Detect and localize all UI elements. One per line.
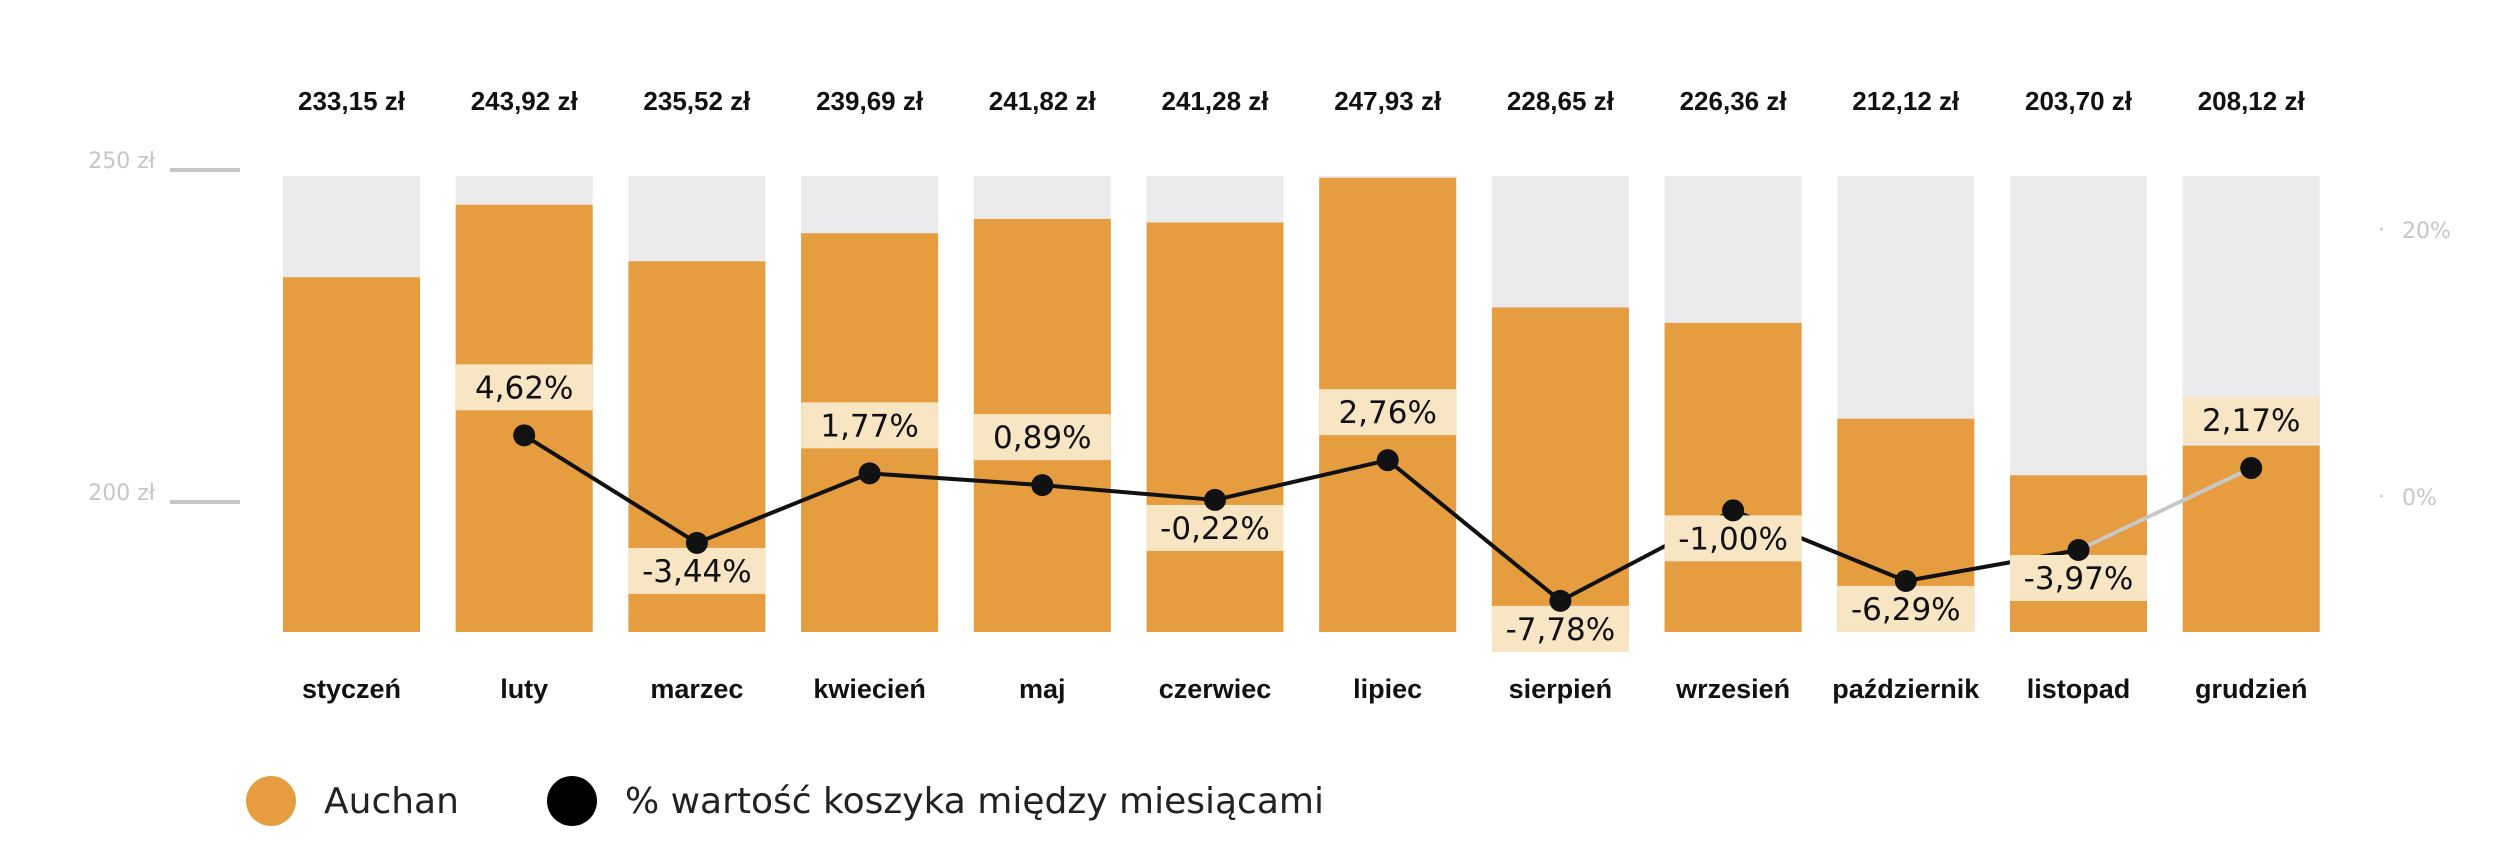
x-tick-label: kwiecień	[813, 674, 926, 704]
bar	[1664, 322, 1802, 632]
legend-item-percent-change: % wartość koszyka między miesiącami	[546, 776, 1324, 826]
line-segment	[522, 433, 699, 545]
legend-item-auchan: Auchan	[246, 776, 459, 826]
legend-swatch-auchan	[246, 776, 296, 826]
x-tick-label: luty	[500, 674, 548, 704]
line-point	[2067, 538, 2090, 561]
percent-label-band	[2010, 554, 2147, 601]
line-point	[1894, 569, 1917, 592]
x-tick-label: listopad	[2027, 674, 2131, 704]
left-axis-tick-label: 250 zł	[88, 149, 156, 174]
percent-label-band	[1837, 585, 1975, 632]
bar-value-label: 203,70 zł	[2025, 86, 2133, 116]
percent-label-band	[801, 402, 939, 449]
x-tick-label: październik	[1832, 674, 1980, 704]
percent-label-band	[2182, 397, 2320, 444]
right-axis-tick-label: 0%	[2402, 486, 2437, 511]
x-tick-label: sierpień	[1509, 674, 1613, 704]
x-tick-label: styczeń	[302, 674, 401, 704]
bar-value-label: 241,28 zł	[1162, 86, 1270, 116]
x-tick-label: marzec	[650, 674, 743, 704]
bar-value-label: 235,52 zł	[643, 86, 751, 116]
line-segment	[2076, 466, 2254, 552]
line-point	[1031, 474, 1054, 497]
line-point	[2240, 457, 2263, 480]
bar-value-label: 208,12 zł	[2198, 86, 2306, 116]
x-tick-label: maj	[1019, 674, 1066, 704]
bar-value-label: 233,15 zł	[298, 86, 406, 116]
line-segment	[1213, 458, 1390, 502]
percent-label: 4,62%	[475, 370, 573, 406]
bar	[1146, 222, 1284, 632]
line-segment	[867, 471, 1045, 488]
line-point	[1376, 449, 1399, 472]
percent-label: -6,29%	[1851, 592, 1961, 628]
percent-label-band	[628, 547, 766, 594]
bar-value-label: 243,92 zł	[471, 86, 579, 116]
percent-label: -3,44%	[642, 554, 752, 590]
percent-label: -3,97%	[2024, 561, 2134, 597]
bar	[455, 204, 593, 633]
bar	[1491, 307, 1629, 632]
bar-value-label: 241,82 zł	[989, 86, 1097, 116]
percent-label: 2,17%	[2202, 403, 2300, 439]
percent-label-band	[455, 364, 593, 411]
right-axis-tick-mark: ·	[2378, 485, 2385, 510]
bar-value-label: 226,36 zł	[1680, 86, 1788, 116]
line-segment	[694, 471, 872, 545]
percent-label: -0,22%	[1160, 511, 1270, 547]
percent-label: 0,89%	[993, 420, 1091, 456]
percent-label-band	[1319, 389, 1457, 436]
legend-label-auchan: Auchan	[324, 780, 459, 822]
percent-label: -7,78%	[1506, 612, 1616, 648]
line-point	[1722, 499, 1745, 522]
bar-value-label: 247,93 zł	[1334, 86, 1442, 116]
line-point	[513, 424, 536, 447]
percent-label: 2,76%	[1338, 395, 1436, 431]
percent-label-band	[1664, 515, 1802, 562]
right-axis-tick-label: 20%	[2402, 219, 2451, 244]
line-point	[1549, 589, 1572, 612]
percent-label-band	[973, 414, 1111, 461]
legend-label-percent-change: % wartość koszyka między miesiącami	[624, 780, 1324, 822]
line-point	[1204, 488, 1226, 511]
x-tick-label: czerwiec	[1159, 674, 1272, 704]
bar-value-label: 239,69 zł	[816, 86, 924, 116]
left-axis-tick-label: 200 zł	[88, 481, 156, 506]
legend: Auchan % wartość koszyka między miesiąca…	[246, 776, 1412, 826]
percent-label-band	[1146, 504, 1284, 551]
bar-value-label: 228,65 zł	[1507, 86, 1615, 116]
line-segment	[1040, 483, 1217, 502]
x-tick-label: lipiec	[1353, 674, 1422, 704]
percent-label-band	[1491, 605, 1629, 652]
x-tick-label: wrzesień	[1675, 674, 1790, 704]
percent-label: 1,77%	[820, 408, 918, 444]
line-point	[685, 531, 708, 554]
line-point	[858, 462, 881, 485]
x-tick-label: grudzień	[2195, 674, 2308, 704]
line-segment	[1385, 458, 1563, 603]
bar-value-label: 212,12 zł	[1852, 86, 1960, 116]
percent-label: -1,00%	[1678, 521, 1788, 557]
right-axis-tick-mark: ·	[2378, 218, 2385, 243]
legend-swatch-percent-change	[546, 776, 597, 826]
bar	[283, 277, 420, 632]
